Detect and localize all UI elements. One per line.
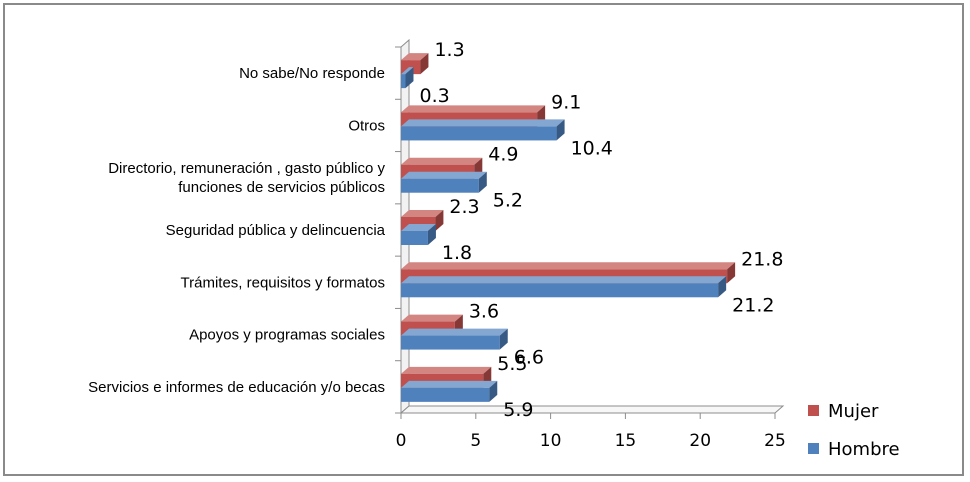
- bar-hombre: [401, 231, 428, 245]
- floor: [399, 405, 785, 414]
- bar-top-face: [401, 262, 736, 270]
- data-label: 3.6: [469, 301, 499, 323]
- bar-end-face: [405, 67, 414, 89]
- bar-top-face: [401, 224, 436, 231]
- category-label: Apoyos y programas sociales: [189, 327, 385, 344]
- bar-end-face: [435, 210, 444, 231]
- data-label: 0.3: [419, 85, 449, 107]
- x-tick-label: 10: [540, 431, 562, 451]
- bar-top-face: [401, 105, 546, 113]
- category-label: Trámites, requisitos y formatos: [181, 274, 386, 291]
- bar-top-face: [401, 276, 727, 284]
- bar-end-face: [499, 328, 508, 350]
- category-label: funciones de servicios públicos: [178, 179, 385, 196]
- bar-top-face: [401, 328, 508, 336]
- bar-hombre: [401, 178, 479, 193]
- legend-swatch-hombre: [808, 443, 819, 454]
- bar-top-face: [401, 157, 483, 165]
- x-tick-label: 5: [470, 431, 481, 451]
- category-label: No sabe/No responde: [239, 65, 385, 82]
- bar-top-face: [401, 119, 565, 127]
- data-label: 2.3: [449, 196, 479, 218]
- legend-swatch-mujer: [808, 405, 819, 416]
- bar-top-face: [401, 366, 492, 374]
- data-label: 21.2: [732, 294, 774, 316]
- bar-end-face: [478, 171, 487, 193]
- category-label: Directorio, remuneración , gasto público…: [108, 160, 385, 177]
- legend-label: Mujer: [828, 401, 879, 422]
- bar-hombre: [401, 126, 557, 141]
- x-tick-label: 25: [764, 431, 786, 451]
- data-label: 6.6: [514, 347, 544, 369]
- bar-top-face: [401, 67, 414, 75]
- x-tick-label: 0: [396, 431, 407, 451]
- category-label: Otros: [348, 117, 385, 134]
- category-label: Servicios e informes de educación y/o be…: [88, 379, 385, 396]
- data-label: 1.8: [442, 242, 472, 264]
- legend-label: Hombre: [828, 439, 900, 460]
- data-label: 5.9: [503, 399, 533, 421]
- bar-end-face: [420, 53, 429, 75]
- bar-hombre: [401, 335, 500, 350]
- data-label: 10.4: [571, 137, 613, 159]
- bar-end-face: [727, 262, 736, 284]
- bar-end-face: [489, 380, 498, 402]
- bar-hombre: [401, 74, 406, 89]
- bar-top-face: [401, 171, 487, 179]
- category-label: Seguridad pública y delincuencia: [166, 222, 386, 239]
- bar-top-face: [401, 380, 498, 388]
- bar-hombre: [401, 283, 719, 298]
- data-label: 9.1: [551, 91, 581, 113]
- x-tick-label: 15: [615, 431, 637, 451]
- bar-top-face: [401, 53, 429, 61]
- bar-hombre: [401, 387, 490, 402]
- bar-top-face: [401, 314, 463, 322]
- data-label: 1.3: [434, 39, 464, 61]
- data-label: 5.5: [497, 353, 527, 375]
- bar-end-face: [427, 224, 436, 245]
- x-tick-label: 20: [689, 431, 711, 451]
- data-label: 5.2: [493, 190, 523, 212]
- data-label: 4.9: [488, 144, 518, 166]
- bar-end-face: [556, 119, 565, 141]
- bar-end-face: [718, 276, 727, 298]
- data-label: 21.8: [741, 248, 783, 270]
- bar-top-face: [401, 210, 444, 217]
